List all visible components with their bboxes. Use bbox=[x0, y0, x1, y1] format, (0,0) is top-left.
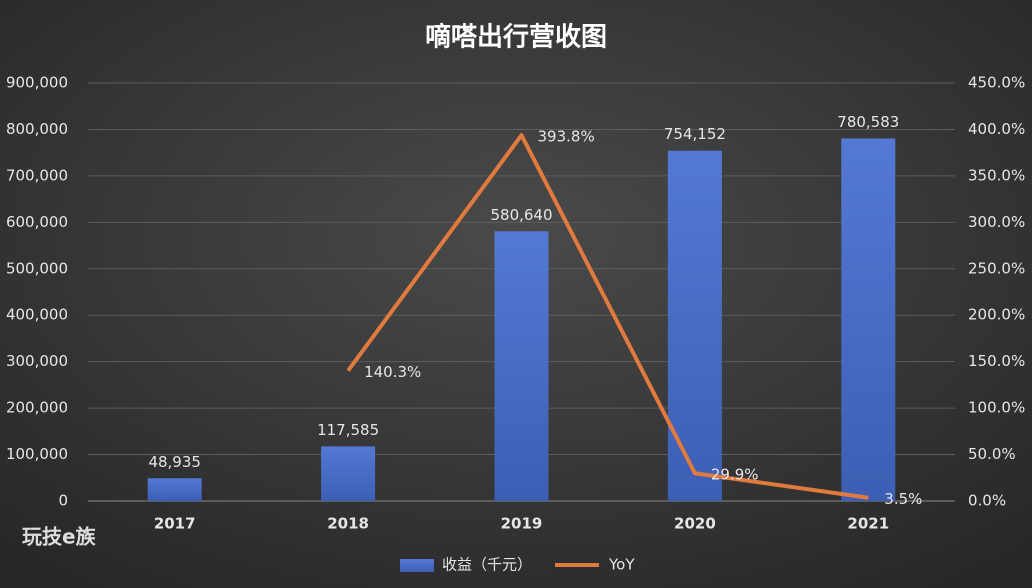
y-tick-label: 300,000 bbox=[6, 352, 68, 370]
data-label: 780,583 bbox=[837, 113, 899, 131]
watermark: 玩技e族 bbox=[22, 525, 97, 549]
chart-title: 嘀嗒出行营收图 bbox=[425, 22, 607, 53]
y-tick-label: 600,000 bbox=[6, 213, 68, 231]
bar bbox=[667, 150, 722, 502]
legend-label: YoY bbox=[608, 556, 635, 574]
x-tick-label: 2018 bbox=[327, 515, 369, 533]
y2-tick-label: 150.0% bbox=[968, 352, 1025, 370]
bar bbox=[494, 231, 549, 501]
x-tick-label: 2021 bbox=[847, 515, 889, 533]
y2-tick-label: 350.0% bbox=[968, 166, 1025, 184]
y-tick-label: 800,000 bbox=[6, 120, 68, 138]
line bbox=[346, 133, 869, 500]
y2-tick-label: 200.0% bbox=[968, 306, 1025, 324]
y2-tick-label: 100.0% bbox=[968, 399, 1025, 417]
legend-swatch bbox=[400, 559, 434, 572]
y2-tick-label: 300.0% bbox=[968, 213, 1025, 231]
y2-tick-label: 450.0% bbox=[968, 74, 1025, 92]
x-tick-label: 2017 bbox=[154, 515, 196, 533]
y2-tick-label: 0.0% bbox=[968, 492, 1006, 510]
y-tick-label: 0 bbox=[58, 492, 68, 510]
x-tick-label: 2020 bbox=[674, 515, 716, 533]
data-label: 29.9% bbox=[711, 466, 759, 484]
y-tick-label: 900,000 bbox=[6, 74, 68, 92]
y2-tick-label: 250.0% bbox=[968, 259, 1025, 277]
y-tick-label: 500,000 bbox=[6, 259, 68, 277]
y2-tick-label: 50.0% bbox=[968, 445, 1016, 463]
x-tick-label: 2019 bbox=[501, 515, 543, 533]
data-label: 3.5% bbox=[884, 490, 922, 508]
data-label: 393.8% bbox=[538, 128, 595, 146]
y-tick-label: 100,000 bbox=[6, 445, 68, 463]
bar bbox=[147, 478, 202, 501]
y-tick-label: 700,000 bbox=[6, 166, 68, 184]
data-label: 140.3% bbox=[364, 363, 421, 381]
y2-tick-label: 400.0% bbox=[968, 120, 1025, 138]
data-label: 754,152 bbox=[664, 125, 726, 143]
data-label: 117,585 bbox=[317, 421, 379, 439]
legend-label: 收益（千元） bbox=[442, 556, 532, 574]
bar bbox=[321, 446, 376, 501]
data-label: 48,935 bbox=[148, 453, 201, 471]
bar bbox=[841, 138, 896, 501]
y-tick-label: 400,000 bbox=[6, 306, 68, 324]
data-label: 580,640 bbox=[490, 206, 552, 224]
y-tick-label: 200,000 bbox=[6, 399, 68, 417]
